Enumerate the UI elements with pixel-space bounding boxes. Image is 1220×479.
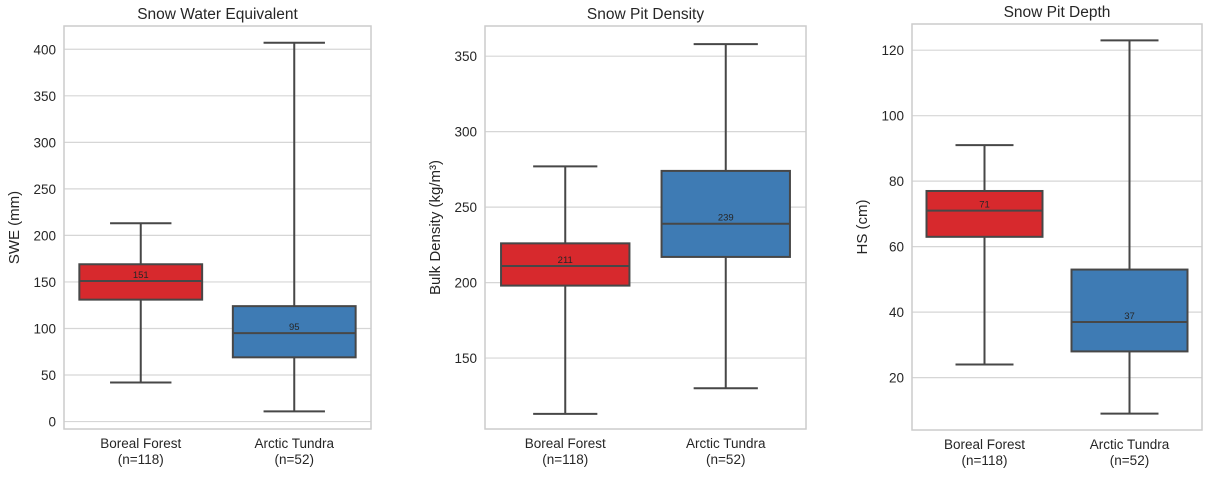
y-tick-label: 300	[33, 135, 56, 150]
y-tick-label: 100	[33, 321, 56, 336]
median-label: 151	[133, 270, 149, 281]
plot-frame	[484, 25, 807, 430]
y-tick-label: 200	[454, 276, 477, 291]
y-tick-label: 150	[33, 275, 56, 290]
panel-1: 0 50 100 150 200 250 300 350 400 Snow Water Equiv…	[6, 6, 372, 467]
y-tick-label: 60	[889, 240, 904, 255]
y-tick-label: 300	[454, 125, 477, 140]
box-1: 95	[231, 41, 357, 413]
y-axis-label: SWE (mm)	[6, 191, 23, 264]
y-tick-label: 50	[41, 368, 56, 383]
plot-frame	[63, 25, 372, 430]
panel-2: 150 200 250 300 350 Snow Pit Density Bulk Dens…	[427, 6, 807, 467]
iqr-box	[660, 169, 791, 258]
iqr-box	[1070, 268, 1189, 353]
y-tick-label: 400	[33, 42, 56, 57]
box-0: 211	[500, 165, 631, 415]
chart-title: Snow Pit Depth	[1004, 4, 1111, 21]
y-tick-label: 250	[454, 200, 477, 215]
x-tick-label: Arctic Tundra	[1090, 437, 1170, 452]
y-tick-label: 250	[33, 182, 56, 197]
x-tick-count: (n=52)	[275, 452, 314, 467]
y-tick-label: 350	[33, 89, 56, 104]
box-1: 37	[1070, 39, 1189, 415]
x-tick-count: (n=52)	[1110, 453, 1149, 468]
chart-title: Snow Pit Density	[587, 6, 704, 23]
y-tick-label: 120	[881, 43, 904, 58]
median-label: 211	[558, 255, 573, 266]
x-tick-label: Boreal Forest	[525, 436, 606, 451]
x-tick-label: Boreal Forest	[100, 436, 181, 451]
plot-frame	[911, 23, 1203, 431]
y-tick-label: 350	[454, 49, 477, 64]
iqr-box	[925, 189, 1044, 238]
median-label: 71	[979, 200, 990, 211]
y-axis-label: Bulk Density (kg/m³)	[427, 160, 444, 295]
median-label: 37	[1124, 311, 1135, 322]
x-tick-count: (n=118)	[962, 453, 1008, 468]
median-label: 95	[289, 322, 300, 333]
y-axis-label: HS (cm)	[854, 200, 871, 255]
y-tick-label: 20	[889, 371, 904, 386]
median-label: 239	[718, 213, 734, 224]
box-1: 239	[660, 43, 791, 390]
box-0: 151	[78, 222, 204, 384]
x-tick-count: (n=118)	[542, 452, 588, 467]
y-tick-label: 80	[889, 174, 904, 189]
x-tick-count: (n=52)	[706, 452, 745, 467]
chart-title: Snow Water Equivalent	[137, 6, 298, 23]
x-tick-count: (n=118)	[118, 452, 164, 467]
box-0: 71	[925, 144, 1044, 366]
y-tick-label: 40	[889, 305, 904, 320]
y-tick-label: 100	[881, 109, 904, 124]
x-tick-label: Arctic Tundra	[254, 436, 334, 451]
x-tick-label: Boreal Forest	[944, 437, 1025, 452]
iqr-box	[231, 305, 357, 359]
panel-3: 20 40 60 80 100 120 Snow Pit Depth HS (cm) 71 Bor…	[854, 4, 1203, 468]
y-tick-label: 150	[454, 351, 477, 366]
x-tick-label: Arctic Tundra	[686, 436, 766, 451]
y-tick-label: 200	[33, 228, 56, 243]
y-tick-label: 0	[48, 415, 56, 430]
iqr-box	[500, 242, 631, 287]
